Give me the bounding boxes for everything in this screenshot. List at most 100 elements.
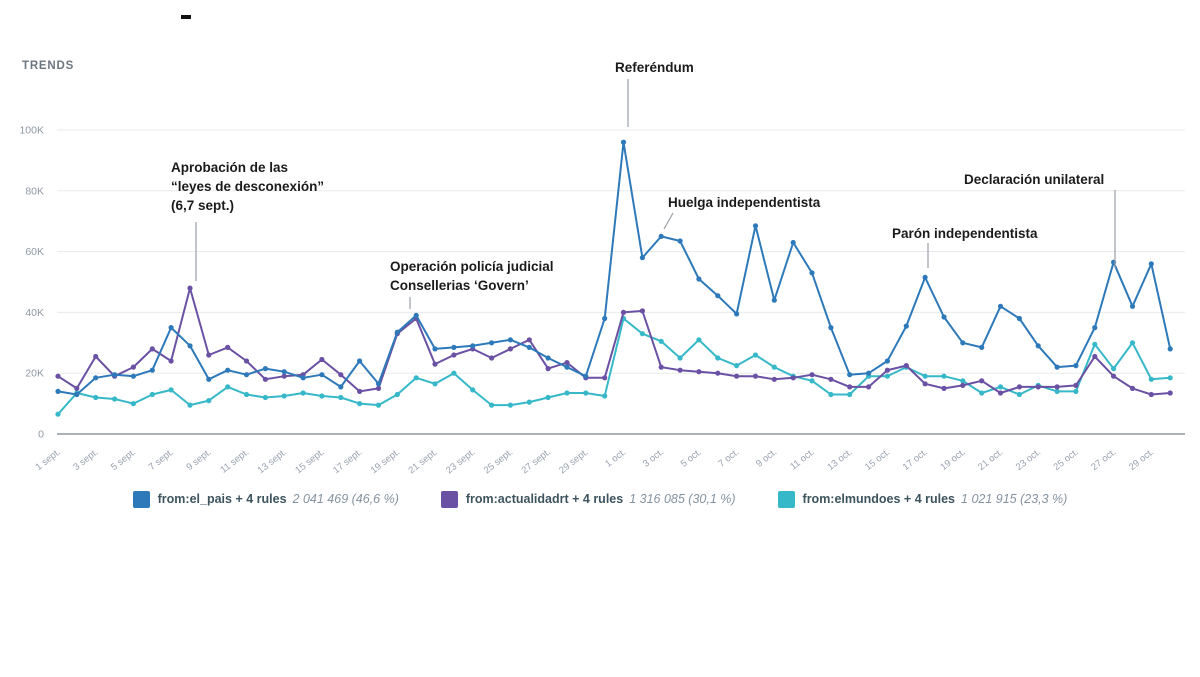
data-point [1167,346,1173,352]
annotation-line: (6,7 sept.) [171,198,235,213]
series-line [57,287,1172,396]
annotation-line: Referéndum [615,60,694,75]
legend-label: from:elmundoes + 4 rules [802,492,956,506]
data-point [884,367,891,373]
data-point [564,364,570,370]
data-point [507,346,513,352]
data-point [281,373,287,379]
data-point [319,372,325,378]
data-point [149,367,155,373]
data-point [715,355,721,361]
data-point [338,384,344,390]
data-point [1016,384,1023,390]
y-axis-tick-label: 0 [38,429,44,441]
data-point [639,308,646,314]
data-point [526,337,532,343]
data-point [489,340,495,346]
data-point [997,384,1004,390]
data-point [149,346,155,352]
data-point [281,369,287,375]
data-point [696,369,702,375]
data-point [168,358,174,364]
data-point [658,233,664,239]
data-point [206,352,212,358]
data-point [658,338,664,344]
data-point [1073,363,1079,369]
data-point [451,344,457,350]
data-point [620,309,627,315]
data-point [470,387,476,393]
data-point [866,370,872,376]
data-point [696,337,702,343]
data-point [394,329,400,335]
legend-total-count: 1 316 085 (30,1 %) [629,492,736,506]
data-point [903,363,909,369]
data-point [507,337,513,343]
data-point [734,373,740,379]
data-point [168,387,174,393]
legend-item[interactable]: from:elmundoes + 4 rules 1 021 915 (23,3 … [777,490,1068,508]
y-axis-tick-label: 60K [25,246,44,258]
legend-item[interactable]: from:el_pais + 4 rules 2 041 469 (46,6 %) [132,490,399,508]
data-point [526,344,532,350]
data-point [1092,353,1098,360]
data-point [1129,385,1136,391]
data-point [847,391,853,398]
data-point [187,285,193,291]
data-point [130,401,136,407]
data-point [922,373,928,379]
data-point [112,396,118,402]
annotations-layer: Aprobación de las “leyes de desconexión” (… [171,60,1104,293]
data-point [168,325,174,331]
data-point [1073,388,1079,394]
data-point [941,314,947,320]
y-axis-tick-label: 100K [19,125,44,137]
data-point [451,370,457,376]
y-axis-tick-label: 40K [25,307,44,319]
data-point [639,331,646,337]
data-point [677,238,683,244]
data-point [74,391,80,398]
data-point [1092,325,1098,331]
data-point [300,390,306,396]
data-point [545,355,551,361]
data-point [1016,315,1023,322]
data-point [93,353,99,360]
data-point [997,390,1004,396]
data-point [526,399,532,405]
data-point [1054,384,1060,390]
data-point [357,358,363,364]
data-point [658,364,664,370]
data-point [960,382,966,388]
data-point [790,239,796,246]
data-point [413,375,419,381]
data-point [903,323,909,329]
data-point [281,393,287,399]
annotation-line: Huelga independentista [668,195,821,210]
data-point [620,139,627,145]
annotation-line: Parón independentista [892,226,1038,241]
data-point [489,355,495,361]
data-point [375,385,382,391]
annotation-connector [663,212,674,230]
data-point [394,391,400,398]
data-point [752,373,759,379]
data-point [997,303,1004,309]
data-point [564,390,570,396]
legend-total-count: 1 021 915 (23,3 %) [961,492,1068,506]
data-point [545,394,551,401]
data-point [432,361,438,367]
data-point [112,372,118,378]
legend-item[interactable]: from:actualidadrt + 4 rules 1 316 085 (30… [440,490,736,508]
data-point [187,343,193,349]
data-point [884,358,891,364]
data-point [828,325,834,331]
data-point [602,315,608,322]
data-point [225,344,231,350]
data-point [319,393,325,399]
data-point [130,364,136,370]
data-point [583,373,589,379]
data-point [357,388,363,394]
data-point [338,394,344,401]
